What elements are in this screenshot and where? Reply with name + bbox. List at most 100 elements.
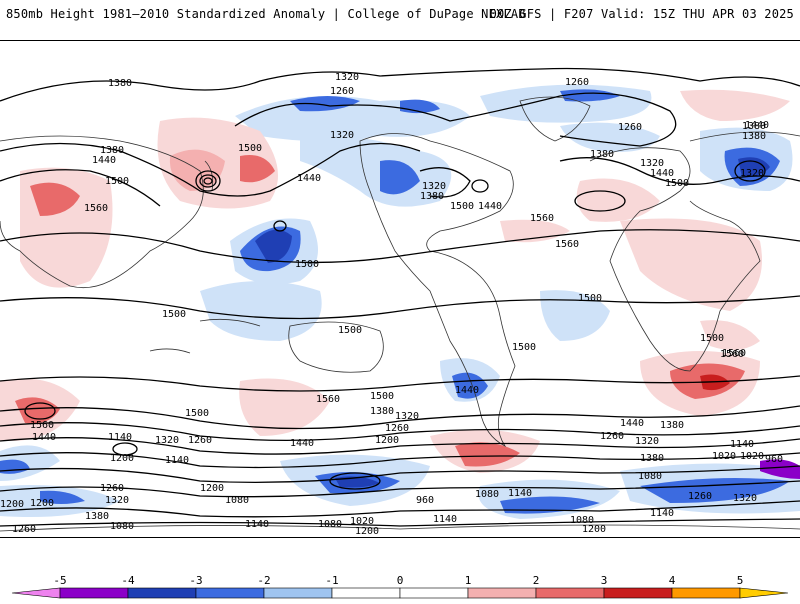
contour-label: 1380 — [85, 511, 109, 522]
map-title: 850mb Height 1981–2010 Standardized Anom… — [6, 7, 526, 21]
anomaly-colorbar: -5 -4 -3 -2 -1 0 1 2 3 4 5 — [0, 570, 800, 600]
contour-label: 1080 — [638, 471, 662, 482]
pos-anomaly-region — [620, 218, 762, 311]
colorbar-tick: 3 — [600, 574, 608, 587]
contour-label: 1320 — [335, 72, 359, 83]
contour-label: 1440 — [290, 438, 314, 449]
colorbar-scale — [11, 587, 789, 599]
contour-label: 1380 — [100, 145, 124, 156]
contour-label: 1200 — [110, 453, 134, 464]
colorbar-tick: 4 — [668, 574, 676, 587]
neg-anomaly-core — [290, 96, 360, 112]
contour-label: 1200 — [355, 526, 379, 537]
contour-label: 1260 — [12, 524, 36, 535]
contour-label: 1380 — [108, 78, 132, 89]
neg-anomaly-core — [500, 496, 600, 514]
contour-label: 960 — [416, 495, 434, 506]
contour-label: 1500 — [295, 259, 319, 270]
colorbar-segment — [195, 587, 265, 599]
contour-label: 1140 — [108, 432, 132, 443]
pos-anomaly-core — [240, 155, 275, 183]
contour-label: 1260 — [188, 435, 212, 446]
contour-label: 1200 — [375, 435, 399, 446]
contour-label: 1260 — [618, 122, 642, 133]
colorbar-tick: -1 — [325, 574, 339, 587]
colorbar-segment — [127, 587, 197, 599]
contour-label: 1260 — [565, 77, 589, 88]
contour-label: 1500 — [512, 342, 536, 353]
neg-anomaly-core — [560, 89, 620, 102]
contour-label: 1200 — [200, 483, 224, 494]
colorbar-segment — [11, 587, 61, 599]
contour-label: 1500 — [450, 201, 474, 212]
contour-label: 1320 — [155, 435, 179, 446]
colorbar-segment — [603, 587, 673, 599]
contour-label: 1140 — [165, 455, 189, 466]
neg-anomaly-region — [560, 122, 660, 152]
contour-label: 1500 — [338, 325, 362, 336]
colorbar-segment — [399, 587, 469, 599]
colorbar-tick: -2 — [257, 574, 271, 587]
contour-label: 1440 — [92, 155, 116, 166]
contour-label: 1380 — [640, 453, 664, 464]
colorbar-segment — [59, 587, 129, 599]
contour-label: 1080 — [570, 515, 594, 526]
contour-label: 1260 — [385, 423, 409, 434]
contour-label: 960 — [765, 454, 783, 465]
map-canvas: 1380 1320 1260 1260 1260 1320 1380 1440 … — [0, 41, 800, 537]
colorbar-segment — [671, 587, 741, 599]
pos-anomaly-core — [455, 442, 520, 467]
contour-label: 1320 — [330, 130, 354, 141]
contour-label: 1560 — [555, 239, 579, 250]
contour-label: 1500 — [238, 143, 262, 154]
contour-label: 1560 — [720, 349, 744, 360]
contour-label: 1020 — [740, 451, 764, 462]
colorbar-tick: 5 — [736, 574, 744, 587]
neg-anomaly-core — [380, 160, 420, 195]
coastlines — [0, 96, 800, 532]
contour-label: 1260 — [600, 431, 624, 442]
neg-anomaly-core — [738, 157, 770, 178]
neg-anomaly-core — [760, 459, 800, 479]
contour-label: 1500 — [162, 309, 186, 320]
contour-label: 1200 — [0, 499, 24, 510]
neg-anomaly-core — [452, 372, 488, 399]
contour-label: 1440 — [455, 385, 479, 396]
contour-label: 1440 — [650, 168, 674, 179]
contour-label: 1380 — [590, 149, 614, 160]
contour-label: 1440 — [478, 201, 502, 212]
colorbar-tick: 1 — [464, 574, 472, 587]
contour-label: 1080 — [318, 519, 342, 530]
contour-labels: 1380 1320 1260 1260 1260 1320 1380 1440 … — [0, 72, 783, 537]
contour-label: 1140 — [730, 439, 754, 450]
contour-label: 1560 — [722, 348, 746, 359]
contour-label: 1440 — [620, 418, 644, 429]
contour-label: 1140 — [650, 508, 674, 519]
anomaly-shading — [0, 84, 800, 519]
contour-label: 1440 — [32, 432, 56, 443]
colorbar-tick: -5 — [53, 574, 67, 587]
contour-label: 1080 — [225, 495, 249, 506]
contour-label: 1500 — [105, 176, 129, 187]
contour-label: 1500 — [700, 333, 724, 344]
contour-label: 1500 — [665, 178, 689, 189]
contour-label: 1380 — [660, 420, 684, 431]
contour-label: 1140 — [508, 488, 532, 499]
contour-label: 1200 — [30, 498, 54, 509]
model-run-info: 00Z GFS | F207 Valid: 15Z THU APR 03 202… — [489, 7, 794, 21]
pos-anomaly-region — [239, 378, 330, 436]
contour-label: 1560 — [530, 213, 554, 224]
contour-label: 1260 — [330, 86, 354, 97]
contour-label: 1320 — [422, 181, 446, 192]
contour-label: 1320 — [733, 493, 757, 504]
colorbar-segment — [263, 587, 333, 599]
contour-label: 1380 — [742, 121, 766, 132]
contour-label: 1140 — [245, 519, 269, 530]
colorbar-segment — [535, 587, 605, 599]
pos-anomaly-core — [30, 182, 80, 216]
contour-label: 1380 — [420, 191, 444, 202]
neg-anomaly-core — [255, 229, 292, 263]
contour-label: 1140 — [433, 514, 457, 525]
contour-label: 1260 — [688, 491, 712, 502]
neg-anomaly-core — [40, 490, 85, 504]
